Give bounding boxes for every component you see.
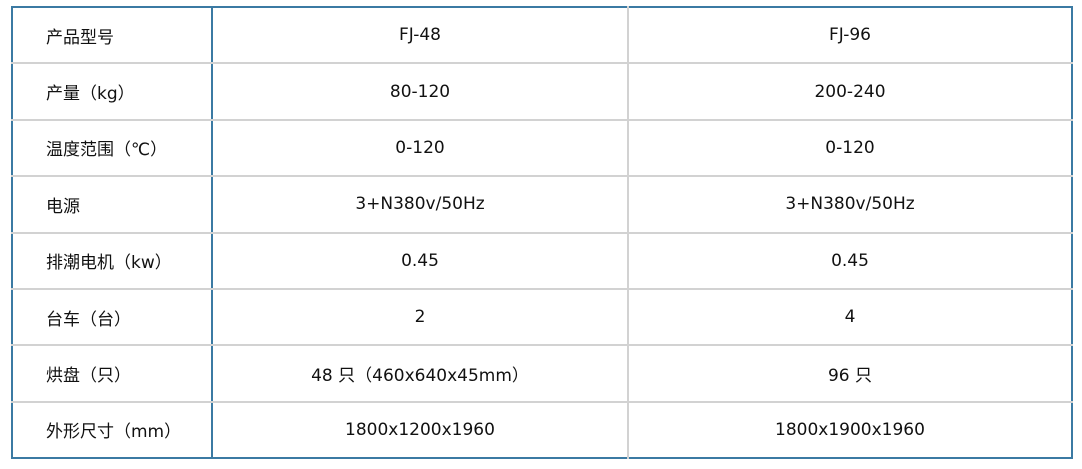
fj48-cell: 0.45	[212, 232, 629, 290]
table-row: 温度范围（℃） 0-120 0-120	[12, 119, 1072, 178]
row-label: 产品型号	[12, 7, 213, 65]
row-label: 排潮电机（kw）	[12, 232, 213, 290]
spec-table: 产品型号 FJ-48 FJ-96 产量（kg） 80-120 200-240 温度范围（℃）…	[11, 6, 1073, 459]
fj96-cell: 200-240	[628, 63, 1072, 121]
table-row: 产量（kg） 80-120 200-240	[12, 63, 1072, 121]
fj48-cell: FJ-48	[212, 7, 629, 65]
row-label: 烘盘（只）	[12, 345, 213, 403]
fj96-cell: 4	[628, 288, 1072, 347]
table-row: 烘盘（只） 48 只（460x640x45mm） 96 只	[12, 345, 1072, 403]
fj96-cell: 3+N380v/50Hz	[628, 176, 1072, 234]
fj96-cell: FJ-96	[628, 7, 1072, 65]
row-label: 电源	[12, 176, 213, 234]
fj96-cell: 0-120	[628, 119, 1072, 178]
fj48-cell: 2	[212, 288, 629, 347]
row-label: 产量（kg）	[12, 63, 213, 121]
table-row: 产品型号 FJ-48 FJ-96	[12, 7, 1072, 65]
table-row: 电源 3+N380v/50Hz 3+N380v/50Hz	[12, 176, 1072, 234]
row-label: 台车（台）	[12, 288, 213, 347]
fj48-cell: 1800x1200x1960	[212, 401, 629, 458]
row-label: 外形尺寸（mm）	[12, 401, 213, 458]
fj48-cell: 3+N380v/50Hz	[212, 176, 629, 234]
fj96-cell: 96 只	[628, 345, 1072, 403]
fj48-cell: 0-120	[212, 119, 629, 178]
fj96-cell: 1800x1900x1960	[775, 419, 925, 440]
fj96-cell: 0.45	[628, 232, 1072, 290]
table-row: 外形尺寸（mm） 1800x1200x1960 1800x1900x1960	[12, 401, 1072, 458]
table-row: 台车（台） 2 4	[12, 288, 1072, 347]
fj48-cell: 48 只（460x640x45mm）	[212, 345, 629, 403]
table-row: 排潮电机（kw） 0.45 0.45	[12, 232, 1072, 290]
row-label: 温度范围（℃）	[12, 119, 213, 178]
fj48-cell: 80-120	[212, 63, 629, 121]
